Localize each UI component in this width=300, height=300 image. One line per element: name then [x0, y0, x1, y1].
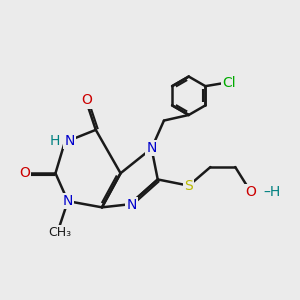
Text: O: O [19, 166, 30, 180]
Text: N: N [63, 194, 73, 208]
Text: –H: –H [264, 185, 281, 199]
Text: O: O [81, 93, 92, 107]
Text: N: N [126, 198, 136, 212]
Text: S: S [184, 178, 193, 193]
Text: N: N [64, 134, 75, 148]
Text: N: N [146, 141, 157, 155]
Text: H: H [50, 134, 60, 148]
Text: CH₃: CH₃ [49, 226, 72, 238]
Text: Cl: Cl [222, 76, 236, 90]
Text: O: O [245, 185, 256, 199]
